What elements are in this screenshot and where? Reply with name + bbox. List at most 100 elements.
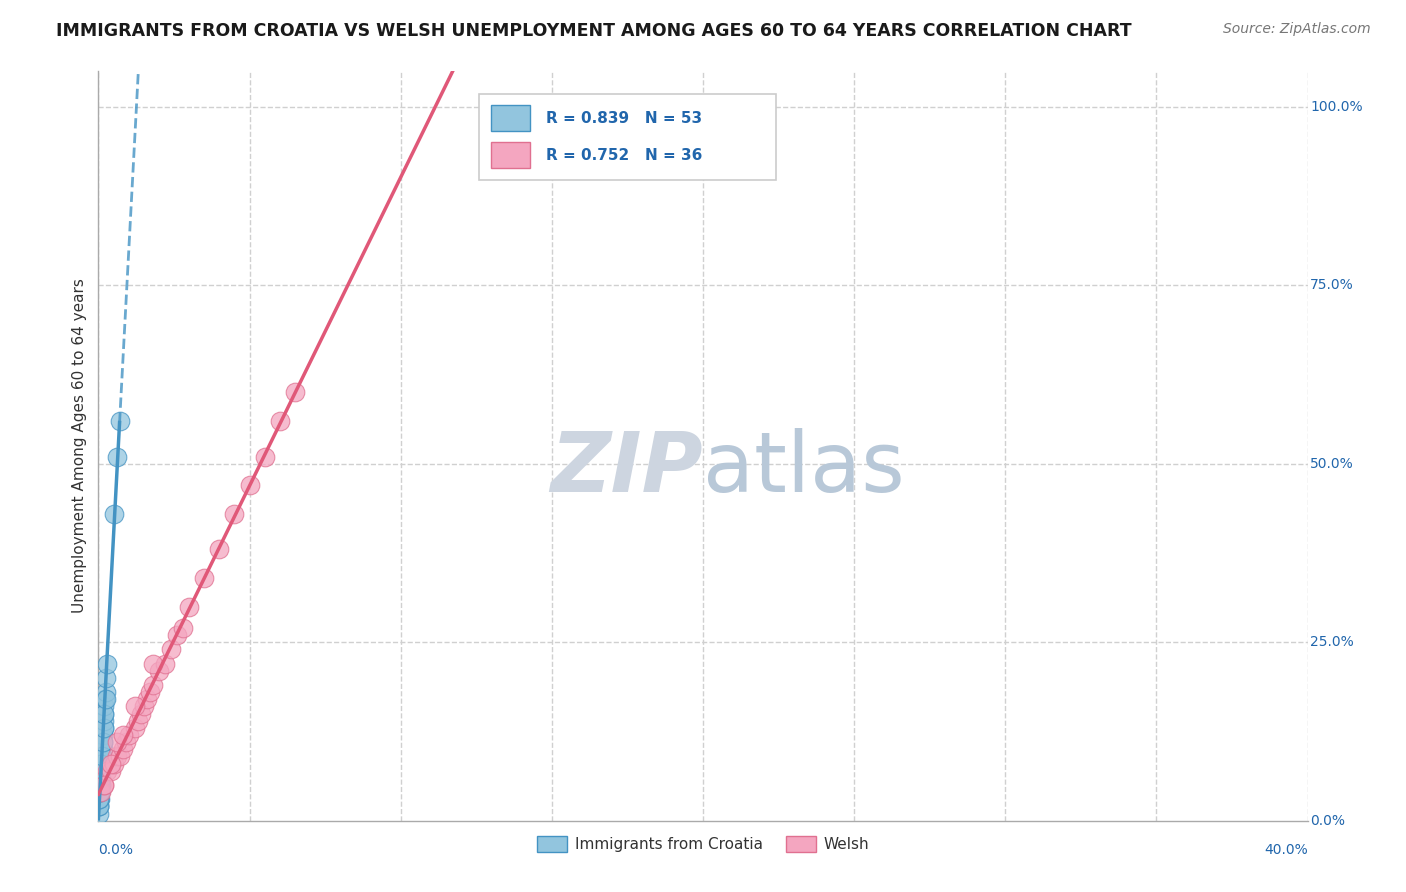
Point [153,657,176,671]
Point [90,778,112,792]
Point [87,799,110,814]
Text: Source: ZipAtlas.com: Source: ZipAtlas.com [1223,22,1371,37]
Point [124,699,146,714]
Point [284,385,307,400]
Point [108,414,131,428]
Point [93,721,115,735]
Legend: Immigrants from Croatia, Welsh: Immigrants from Croatia, Welsh [530,830,876,858]
Text: ZIP: ZIP [550,428,703,509]
Point [148,664,170,678]
Point [239,478,262,492]
Text: 25.0%: 25.0% [1310,635,1354,649]
Point [93,699,115,714]
Point [96,657,118,671]
Point [100,756,122,771]
Point [89,771,111,785]
Point [224,507,246,521]
Point [127,714,149,728]
Point [93,778,115,792]
Point [90,764,112,778]
Point [108,749,131,764]
Point [90,756,112,771]
Point [90,742,112,756]
Point [94,692,117,706]
Point [90,778,112,792]
Point [90,756,112,771]
Point [87,792,110,806]
Point [103,756,125,771]
Point [90,771,112,785]
Point [93,714,115,728]
Point [96,764,118,778]
Point [91,735,114,749]
Point [139,685,162,699]
Point [172,621,194,635]
Point [90,785,112,799]
Point [89,778,111,792]
Point [129,706,152,721]
Text: 100.0%: 100.0% [1310,100,1362,114]
Point [105,735,128,749]
Point [90,756,112,771]
Point [89,792,111,806]
FancyBboxPatch shape [492,142,530,168]
Point [90,771,112,785]
Text: R = 0.839   N = 53: R = 0.839 N = 53 [546,112,702,126]
Point [124,721,146,735]
Point [94,685,117,699]
Point [89,792,111,806]
Point [105,749,128,764]
Point [89,792,111,806]
Point [87,792,110,806]
Point [100,764,122,778]
Point [91,735,114,749]
Text: R = 0.752   N = 36: R = 0.752 N = 36 [546,148,702,162]
Point [111,742,134,756]
Text: atlas: atlas [703,428,904,509]
Point [111,728,134,742]
Point [90,764,112,778]
Point [89,785,111,799]
Point [166,628,188,642]
Point [89,785,111,799]
Point [87,799,110,814]
Point [103,507,125,521]
Text: 50.0%: 50.0% [1310,457,1354,471]
Text: 0.0%: 0.0% [1310,814,1346,828]
Bar [479,94,776,180]
Point [91,749,114,764]
Point [269,414,291,428]
Point [91,749,114,764]
Point [253,450,276,464]
Point [118,728,141,742]
Point [96,671,118,685]
Point [160,642,183,657]
Point [208,542,231,557]
Point [87,806,110,821]
Point [142,657,165,671]
Point [93,721,115,735]
Point [89,785,111,799]
Point [132,699,155,714]
Point [93,706,115,721]
Point [114,735,136,749]
Text: 0.0%: 0.0% [98,843,134,857]
Y-axis label: Unemployment Among Ages 60 to 64 years: Unemployment Among Ages 60 to 64 years [72,278,87,614]
Text: 75.0%: 75.0% [1310,278,1354,293]
Point [89,778,111,792]
Point [142,678,165,692]
Point [93,778,115,792]
Point [91,728,114,742]
Point [87,799,110,814]
Point [90,764,112,778]
Point [135,692,157,706]
Point [94,692,117,706]
Point [89,785,111,799]
Point [89,771,111,785]
Point [93,706,115,721]
Point [89,785,111,799]
Point [89,778,111,792]
Point [89,785,111,799]
Point [179,599,201,614]
Text: 40.0%: 40.0% [1264,843,1308,857]
